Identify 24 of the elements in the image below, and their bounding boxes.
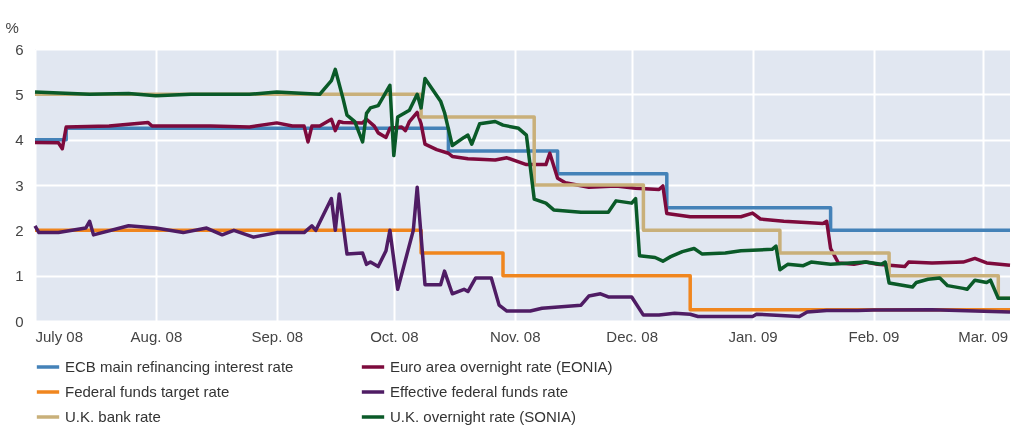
y-tick-label: 4 bbox=[15, 131, 24, 149]
legend-label: Federal funds target rate bbox=[65, 383, 230, 400]
x-tick-label: Nov. 08 bbox=[489, 327, 541, 345]
x-tick-label: Oct. 08 bbox=[370, 327, 419, 345]
x-tick-label: Dec. 08 bbox=[606, 327, 659, 345]
legend-label: U.K. overnight rate (SONIA) bbox=[390, 408, 576, 425]
line-series bbox=[33, 185, 1012, 319]
y-tick-label: 3 bbox=[15, 176, 24, 194]
x-tick-label: Jan. 09 bbox=[728, 327, 778, 345]
legend-label: U.K. bank rate bbox=[65, 408, 161, 425]
x-tick-label: Sep. 08 bbox=[251, 327, 304, 345]
legend-label: ECB main refinancing interest rate bbox=[65, 358, 294, 375]
y-tick-label: 1 bbox=[15, 267, 24, 285]
x-tick-label: Mar. 09 bbox=[958, 327, 1009, 345]
y-tick-label: 0 bbox=[15, 312, 24, 330]
y-axis-title: % bbox=[5, 18, 19, 36]
legend-label: Effective federal funds rate bbox=[390, 383, 569, 400]
y-tick-label: 5 bbox=[15, 85, 24, 103]
legend-label: Euro area overnight rate (EONIA) bbox=[390, 358, 613, 375]
x-tick-label: July 08 bbox=[35, 327, 84, 345]
y-tick-label: 2 bbox=[15, 221, 24, 239]
y-tick-label: 6 bbox=[15, 40, 24, 58]
x-tick-label: Feb. 09 bbox=[848, 327, 900, 345]
x-tick-label: Aug. 08 bbox=[130, 327, 183, 345]
